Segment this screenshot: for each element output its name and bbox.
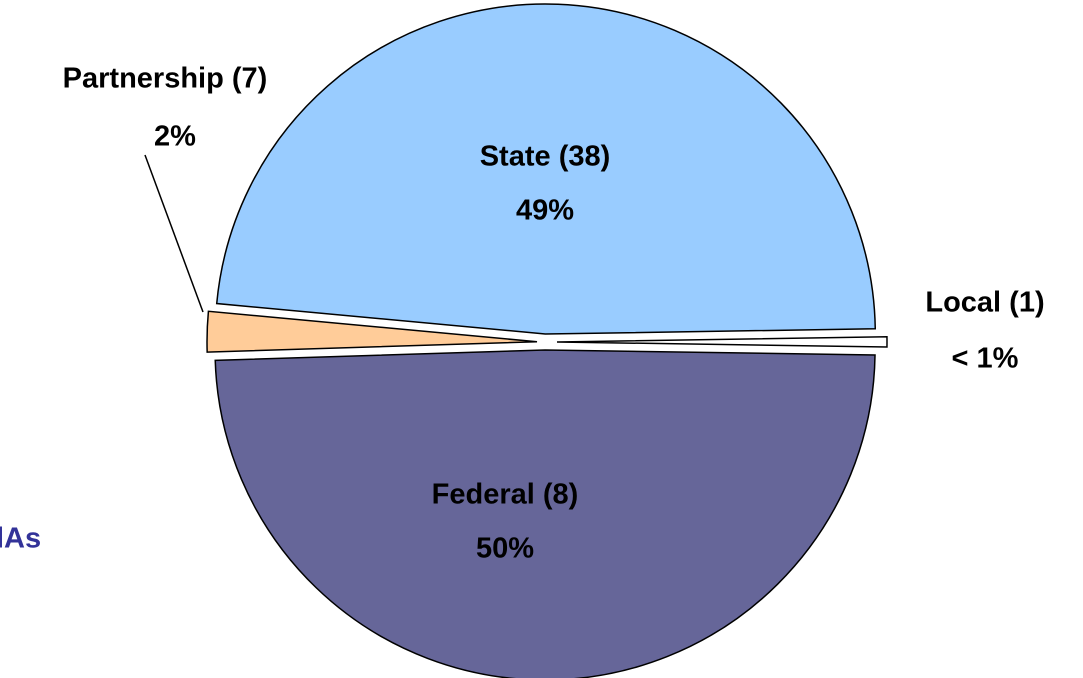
pie-slice [215,3,877,335]
slice-value-label: 49% [516,195,574,227]
slice-value-label: 2% [154,121,196,153]
pie-slice [214,349,876,678]
pie-slice [556,336,888,348]
pie-slice [206,310,538,353]
slice-label: Partnership (7) [63,63,268,95]
slice-label: Federal (8) [432,479,579,511]
leader-line [144,154,204,313]
slice-value-label: 50% [476,533,534,565]
slice-label: Local (1) [925,287,1044,319]
slice-value-label: < 1% [952,343,1019,375]
annotation: lAs [0,523,41,555]
slice-label: State (38) [480,141,611,173]
